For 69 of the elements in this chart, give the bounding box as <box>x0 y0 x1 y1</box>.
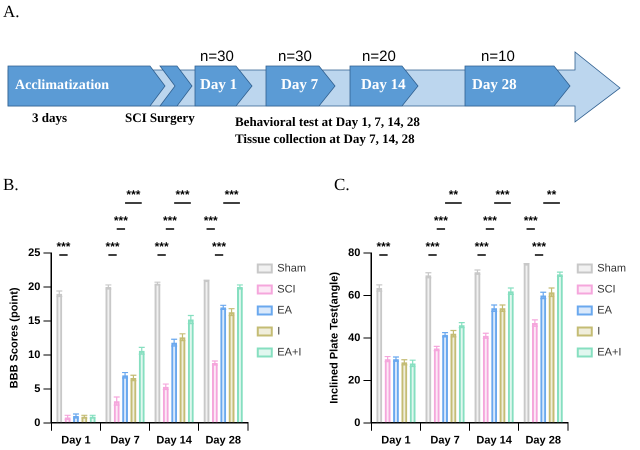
annotation: *** <box>474 239 489 254</box>
text: n=30 <box>278 48 312 65</box>
legend-label: SCI <box>597 284 616 296</box>
y-tick-label: 15 <box>28 314 40 327</box>
annotation: *** <box>426 239 440 254</box>
text: *** <box>524 213 538 228</box>
text: n=10 <box>481 48 515 65</box>
text: A. <box>3 2 20 22</box>
y-axis-title: Inclined Plate Test(angle) <box>328 272 341 404</box>
chart-title: B. <box>3 175 19 195</box>
annotation: *** <box>106 239 120 254</box>
x-tick-label: Day 28 <box>525 434 561 446</box>
text: *** <box>204 213 218 228</box>
x-tick-label: Day 7 <box>110 434 140 446</box>
x-tick-label: Day 1 <box>381 434 411 446</box>
text: Acclimatization <box>15 78 110 94</box>
text: Tissue collection at Day 7, 14, 28 <box>235 131 415 147</box>
y-tick-label: 80 <box>348 247 360 260</box>
text: ** <box>448 187 458 202</box>
legend-label: EA <box>277 304 293 317</box>
legend-label: Sham <box>277 262 306 275</box>
text: Day 14 <box>361 77 406 94</box>
y-tick-label: 10 <box>28 348 40 361</box>
bar <box>236 286 243 422</box>
y-tick-label: 40 <box>348 332 360 344</box>
annotation: *** <box>154 239 169 254</box>
y-tick-label: 60 <box>348 289 360 302</box>
legend-label: I <box>597 326 600 338</box>
text: Day 28 <box>472 77 517 94</box>
annotation: *** <box>56 239 71 254</box>
x-tick-label: Day 1 <box>61 434 91 446</box>
x-tick-label: Day 7 <box>430 434 460 446</box>
y-tick-label: 20 <box>348 374 360 386</box>
bar <box>556 274 563 422</box>
x-tick-label: Day 28 <box>205 434 241 446</box>
text: *** <box>126 187 141 202</box>
y-axis-title: BBB Scores (point) <box>8 287 21 388</box>
y-tick-label: 5 <box>34 382 40 395</box>
annotation: *** <box>376 239 391 254</box>
text: *** <box>482 213 498 228</box>
text: SCI Surgery <box>125 110 195 126</box>
y-tick-label: 0 <box>354 416 360 429</box>
legend-label: EA+I <box>597 346 622 359</box>
text: *** <box>114 213 128 228</box>
legend-label: Sham <box>597 262 626 275</box>
y-tick-label: 0 <box>34 416 40 429</box>
text: 3 days <box>32 110 68 126</box>
text: n=30 <box>200 48 234 65</box>
chart-title: C. <box>334 175 350 195</box>
text: ** <box>546 187 557 202</box>
text: *** <box>162 213 178 228</box>
legend-label: EA+I <box>277 346 302 359</box>
text: Behavioral test at Day 1, 7, 14, 28 <box>235 114 420 130</box>
legend-label: SCI <box>277 284 296 296</box>
text: Day 7 <box>281 77 318 94</box>
x-tick-label: Day 14 <box>476 434 513 446</box>
y-tick-label: 25 <box>28 247 40 260</box>
text: Day 1 <box>200 77 238 94</box>
legend-label: EA <box>597 304 613 317</box>
text: *** <box>495 187 510 202</box>
text: *** <box>434 213 448 228</box>
annotation: *** <box>532 239 546 254</box>
legend-label: I <box>277 326 280 338</box>
y-tick-label: 20 <box>28 280 40 293</box>
x-tick-label: Day 14 <box>156 434 193 446</box>
text: n=20 <box>362 48 396 65</box>
text: *** <box>175 187 190 202</box>
annotation: *** <box>212 239 226 254</box>
text: *** <box>224 187 239 202</box>
